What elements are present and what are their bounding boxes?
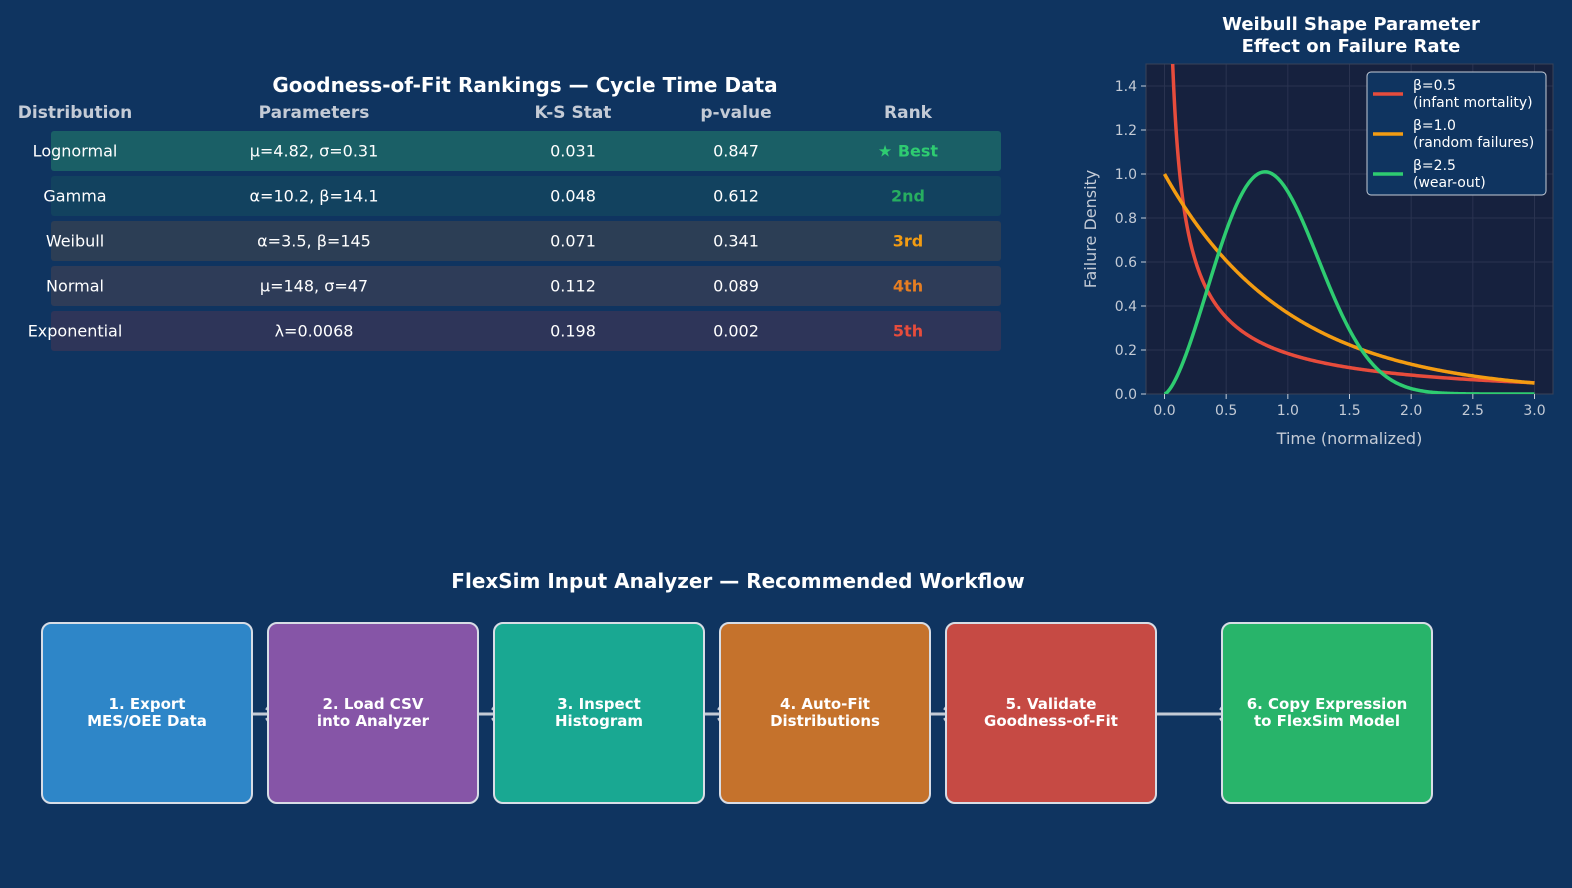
ks-stat-cell: 0.198 <box>550 321 596 341</box>
y-tick-label: 0.6 <box>1115 255 1137 271</box>
ks-stat-cell: 0.071 <box>550 231 596 251</box>
rank-cell: 3rd <box>892 231 924 251</box>
header-distribution: Distribution <box>17 103 133 123</box>
distribution-cell: Exponential <box>27 321 123 341</box>
table-row <box>51 266 1001 306</box>
parameters-cell: α=3.5, β=145 <box>257 231 371 251</box>
legend-label: β=1.0 <box>1413 118 1456 134</box>
chart-title-line: Effect on Failure Rate <box>1242 36 1461 57</box>
p-value-cell: 0.612 <box>713 186 759 206</box>
x-tick-label: 2.5 <box>1462 403 1484 419</box>
table-title: Goodness-of-Fit Rankings — Cycle Time Da… <box>272 73 778 97</box>
parameters-cell: λ=0.0068 <box>274 321 354 341</box>
table-row <box>51 131 1001 171</box>
workflow-step: 6. Copy Expression to FlexSim Model <box>1221 622 1433 804</box>
ks-stat-cell: 0.048 <box>550 186 596 206</box>
rank-cell: 2nd <box>891 186 925 206</box>
legend-label: (random failures) <box>1413 135 1534 151</box>
y-tick-label: 1.4 <box>1115 79 1137 95</box>
y-tick-label: 0.0 <box>1115 387 1137 403</box>
legend-label: β=2.5 <box>1413 158 1456 174</box>
x-tick-label: 0.0 <box>1153 403 1175 419</box>
legend-label: (infant mortality) <box>1413 95 1533 111</box>
rank-cell: 4th <box>892 276 924 296</box>
series-line <box>1162 173 1536 385</box>
p-value-cell: 0.002 <box>713 321 759 341</box>
workflow-step: 3. Inspect Histogram <box>493 622 705 804</box>
workflow-step: 1. Export MES/OEE Data <box>41 622 253 804</box>
rank-cell: 5th <box>892 321 924 341</box>
y-tick-label: 1.0 <box>1115 167 1137 183</box>
table-row <box>51 176 1001 216</box>
weibull-chart: 0.0 0.5 1.0 1.5 2.0 2.5 3.0 0.0 0.2 0.4 0.6 0.8 1.0 1… <box>1081 14 1554 448</box>
header-ks-stat: K-S Stat <box>534 103 612 123</box>
rank-cell: ★ Best <box>877 141 939 161</box>
x-axis-label: Time (normalized) <box>1276 429 1423 448</box>
parameters-cell: μ=4.82, σ=0.31 <box>249 141 379 161</box>
x-tick-label: 0.5 <box>1215 403 1237 419</box>
y-tick-label: 0.4 <box>1115 299 1137 315</box>
table-row <box>51 311 1001 351</box>
legend-box <box>1366 71 1547 196</box>
y-tick-label: 0.8 <box>1115 211 1137 227</box>
series-group <box>1162 64 1536 394</box>
x-tick-label: 2.0 <box>1400 403 1422 419</box>
y-axis-label: Failure Density <box>1081 170 1100 289</box>
distribution-cell: Normal <box>46 276 104 296</box>
legend-label: (wear-out) <box>1413 175 1486 191</box>
distribution-cell: Lognormal <box>32 141 118 161</box>
workflow-step: 2. Load CSV into Analyzer <box>267 622 479 804</box>
header-p-value: p-value <box>700 103 772 123</box>
workflow-title: FlexSim Input Analyzer — Recommended Wor… <box>451 569 1025 593</box>
workflow-step: 4. Auto-Fit Distributions <box>719 622 931 804</box>
header-rank: Rank <box>884 103 932 123</box>
chart-title-line: Weibull Shape Parameter <box>1222 14 1480 35</box>
distribution-cell: Gamma <box>43 186 107 206</box>
x-tick-label: 1.0 <box>1277 403 1299 419</box>
ks-stat-cell: 0.112 <box>550 276 596 296</box>
x-tick-label: 3.0 <box>1523 403 1545 419</box>
legend-label: β=0.5 <box>1413 78 1456 94</box>
table-row <box>51 221 1001 261</box>
distribution-cell: Weibull <box>45 231 105 251</box>
parameters-cell: μ=148, σ=47 <box>259 276 369 296</box>
ks-stat-cell: 0.031 <box>550 141 596 161</box>
x-tick-label: 1.5 <box>1338 403 1360 419</box>
series-line <box>1163 170 1536 394</box>
p-value-cell: 0.089 <box>713 276 759 296</box>
y-tick-label: 1.2 <box>1115 123 1137 139</box>
y-tick-label: 0.2 <box>1115 343 1137 359</box>
p-value-cell: 0.341 <box>713 231 759 251</box>
series-line <box>1170 64 1535 385</box>
parameters-cell: α=10.2, β=14.1 <box>249 186 379 206</box>
header-parameters: Parameters <box>258 103 370 123</box>
p-value-cell: 0.847 <box>713 141 759 161</box>
workflow-step: 5. Validate Goodness-of-Fit <box>945 622 1157 804</box>
